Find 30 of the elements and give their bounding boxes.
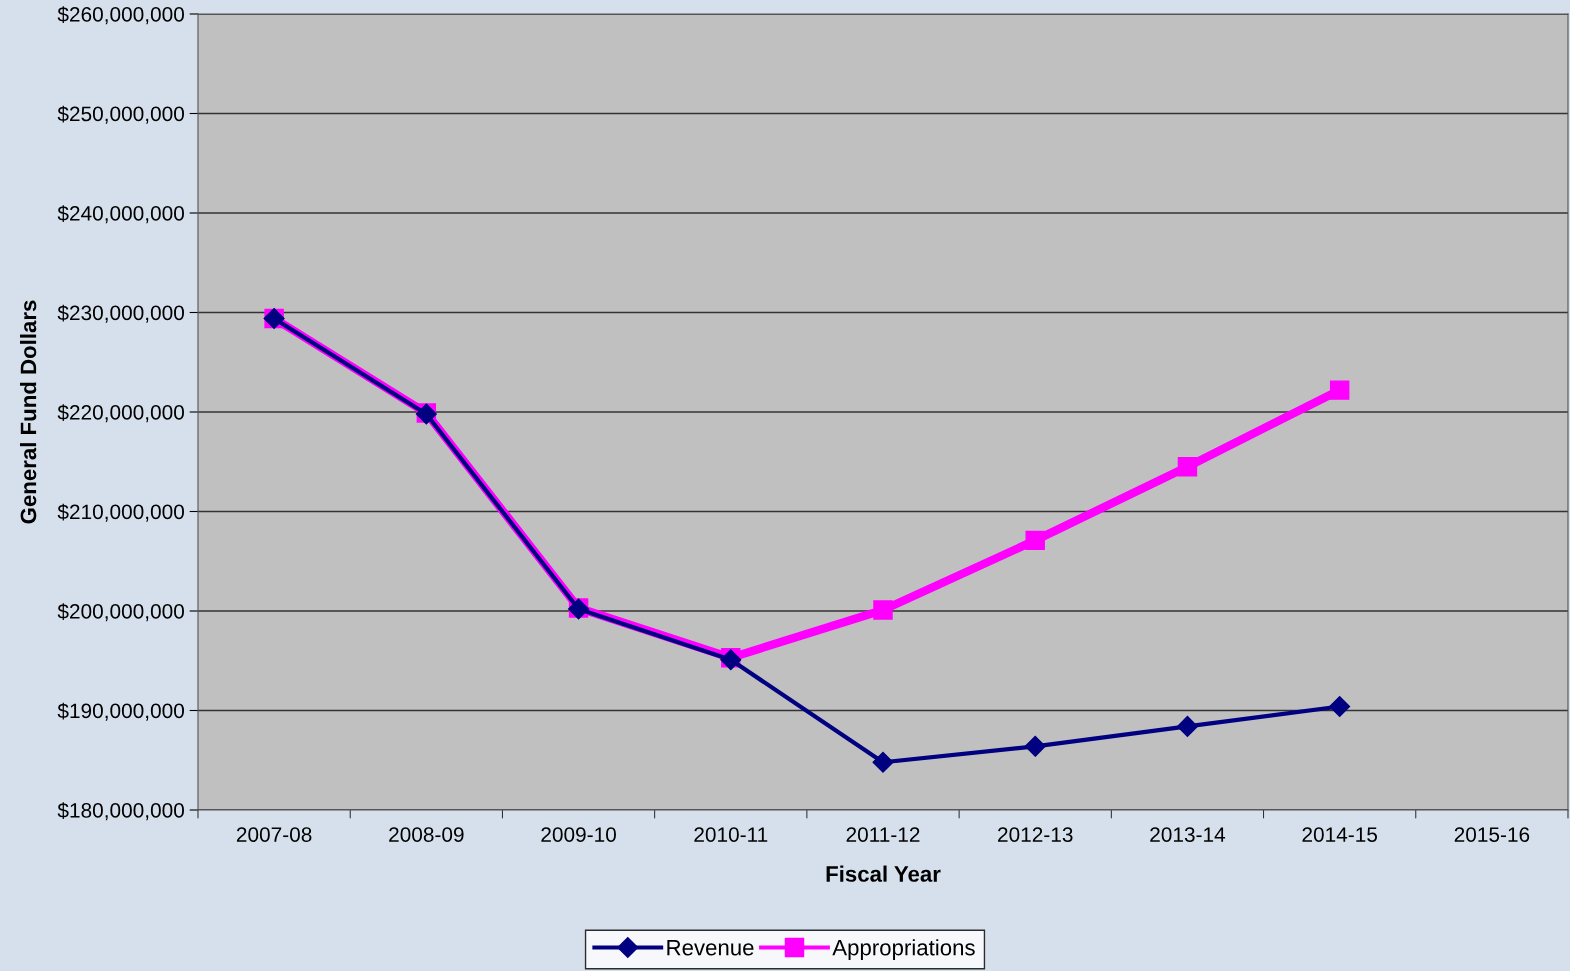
- legend-label: Appropriations: [832, 939, 975, 960]
- point: [1177, 457, 1198, 477]
- y-tick-label: $250,000,000: [57, 105, 184, 124]
- x-tick-label: 2013-14: [1150, 827, 1226, 842]
- x-tick-label: 2009-10: [541, 827, 616, 842]
- y-tick-label: $200,000,000: [57, 603, 184, 622]
- y-tick-label: $210,000,000: [57, 503, 184, 522]
- point: [1329, 380, 1350, 400]
- x-tick-label: 2008-09: [389, 827, 464, 842]
- y-axis-title: General Fund Dollars: [20, 300, 37, 524]
- y-tick-label: $190,000,000: [57, 702, 184, 721]
- x-tick-label: 2011-12: [846, 827, 920, 842]
- x-axis-title: Fiscal Year: [826, 865, 941, 882]
- x-tick-label: 2012-13: [998, 827, 1073, 842]
- point: [873, 600, 893, 620]
- point: [1025, 530, 1045, 551]
- point: [872, 751, 894, 773]
- y-tick-label: $240,000,000: [57, 205, 184, 224]
- x-tick-label: 2007-08: [236, 827, 312, 842]
- y-tick-label: $220,000,000: [57, 404, 184, 423]
- y-tick-label: $230,000,000: [57, 304, 184, 323]
- y-tick-label: $180,000,000: [57, 802, 184, 821]
- x-tick-label: 2014-15: [1302, 827, 1378, 842]
- point: [1329, 696, 1351, 718]
- point: [1176, 715, 1198, 737]
- x-tick-label: 2015-16: [1454, 827, 1530, 842]
- y-tick-label: $260,000,000: [57, 6, 184, 25]
- x-tick-label: 2010-11: [694, 827, 768, 842]
- point: [1024, 735, 1046, 757]
- legend-label: Revenue: [667, 939, 754, 956]
